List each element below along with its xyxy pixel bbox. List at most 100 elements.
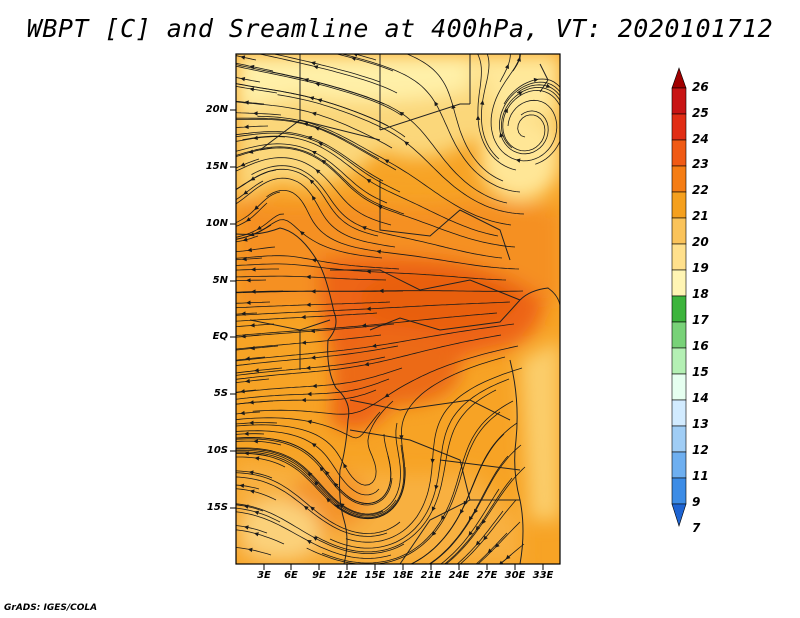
streamline [236, 529, 285, 545]
streamline [236, 219, 383, 259]
lat-label-5n: 5N [212, 275, 228, 286]
streamline-arrow [475, 115, 481, 120]
streamline [236, 301, 271, 304]
streamline [236, 136, 286, 142]
streamline-arrow [515, 158, 521, 163]
streamline-arrow [499, 132, 504, 138]
streamline-arrow [499, 560, 504, 564]
lon-label-3e: 3E [257, 570, 271, 581]
streamline [236, 411, 261, 415]
streamline-arrow [353, 54, 358, 57]
colorbar-box [671, 165, 687, 193]
lat-label-20n: 20N [205, 104, 228, 115]
colorbar-box [671, 295, 687, 323]
streamline-arrow [483, 535, 488, 541]
lon-label-6e: 6E [284, 570, 298, 581]
colorbar-box [671, 113, 687, 141]
streamline-arrow [305, 365, 311, 370]
streamline [503, 78, 560, 105]
colorbar-label-12: 12 [692, 443, 709, 457]
streamline [236, 456, 286, 468]
streamline-arrow [306, 274, 311, 280]
streamline-arrow [361, 226, 367, 231]
streamline [499, 554, 512, 564]
streamline [236, 411, 381, 439]
streamline-arrow [475, 540, 481, 546]
streamline-arrow [545, 83, 551, 88]
streamline-arrow [254, 456, 260, 461]
lon-label-33e: 33E [532, 570, 554, 581]
colorbar-label-9: 9 [692, 495, 701, 509]
streamline [459, 499, 517, 564]
streamline-arrow [314, 126, 320, 131]
colorbar-box [671, 347, 687, 375]
streamline-arrow [377, 205, 383, 210]
streamline [236, 378, 270, 384]
streamline [236, 158, 260, 169]
streamline-arrow [503, 108, 508, 114]
streamline [236, 125, 269, 129]
colorbar-label-18: 18 [692, 287, 709, 301]
streamline-arrow [441, 515, 446, 521]
streamline-arrow [240, 389, 245, 394]
streamline-arrow [239, 483, 245, 488]
streamline [236, 525, 268, 534]
streamline-arrow [399, 435, 404, 440]
streamline-arrow [249, 87, 255, 92]
streamline-arrow [475, 525, 481, 531]
colorbar-label-13: 13 [692, 417, 709, 431]
streamline-arrow [307, 471, 313, 477]
streamline [236, 177, 396, 248]
colorbar-box [671, 139, 687, 167]
streamline-arrow [434, 101, 439, 107]
map-title: WBPT [C] and Sreamline at 400hPa, VT: 20… [26, 14, 774, 43]
streamline [236, 180, 264, 201]
streamline [236, 437, 392, 504]
streamline-arrow [533, 77, 539, 83]
streamline-arrow [246, 278, 251, 283]
streamline [257, 54, 398, 94]
streamline-arrow [244, 124, 249, 129]
streamline-arrow [310, 328, 315, 334]
streamline-arrow [366, 178, 372, 184]
streamline-arrow [251, 267, 256, 272]
streamline-arrow [301, 340, 307, 345]
streamline-arrow [315, 82, 320, 87]
streamline [236, 77, 261, 83]
streamline-arrow [366, 269, 371, 274]
footer-credit: GrADS: IGES/COLA [4, 603, 98, 613]
streamline-arrow [431, 531, 437, 536]
streamline-arrow [253, 439, 258, 444]
streamline-arrow [311, 258, 317, 263]
streamline [443, 477, 513, 564]
colorbar-label-24: 24 [692, 132, 709, 146]
colorbar-label-19: 19 [692, 261, 709, 275]
streamline-arrow [312, 536, 318, 541]
streamline-arrow [246, 217, 251, 222]
streamline [236, 257, 263, 261]
streamline-arrow [248, 470, 254, 475]
colorbar-box [671, 217, 687, 245]
streamline-arrow [247, 547, 253, 553]
colorbar-box [671, 399, 687, 427]
map-frame [235, 53, 561, 565]
streamline [236, 334, 382, 350]
colorbar-label-22: 22 [692, 183, 709, 197]
streamline-arrow [431, 506, 436, 512]
streamline-arrow [480, 100, 485, 105]
colorbar-box [671, 269, 687, 297]
streamline-arrow [430, 458, 435, 464]
streamline [410, 433, 505, 564]
streamline-arrow [494, 543, 500, 548]
streamline [236, 430, 380, 496]
streamline-arrow [460, 509, 464, 515]
lon-label-27e: 27E [476, 570, 498, 581]
streamline-arrow [339, 503, 345, 508]
streamline-arrow [243, 190, 249, 195]
colorbar-label-15: 15 [692, 365, 709, 379]
lon-ticks [263, 564, 544, 570]
streamline [501, 86, 560, 149]
streamline [445, 466, 526, 564]
streamline-arrow [379, 288, 384, 294]
streamline [456, 510, 504, 564]
